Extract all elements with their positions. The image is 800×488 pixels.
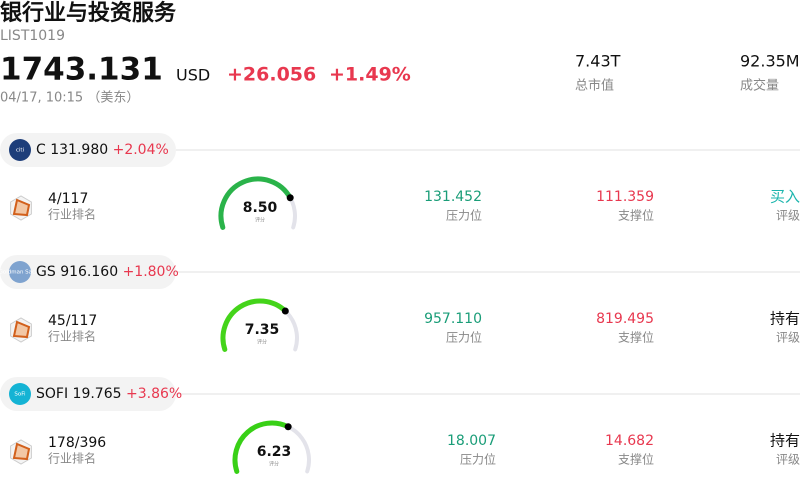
resistance-label: 压力位 <box>446 330 482 345</box>
volume-label: 成交量 <box>740 78 779 94</box>
rank-icon <box>12 320 31 339</box>
pill <box>0 377 176 411</box>
rank: 45/117 <box>48 313 97 329</box>
currency: USD <box>176 66 210 85</box>
rank-icon <box>12 198 31 217</box>
support: 819.495 <box>596 311 654 327</box>
score: 6.23 <box>257 444 292 460</box>
score-label: 评分 <box>269 461 279 468</box>
ticker-change: +1.80% <box>123 264 179 280</box>
ticker-symbol: SOFI <box>36 386 68 402</box>
ticker-change: +3.86% <box>126 386 182 402</box>
pill <box>0 133 176 167</box>
logo <box>9 383 31 405</box>
support-label: 支撑位 <box>618 452 654 467</box>
rating: 持有 <box>770 310 800 328</box>
score-label: 评分 <box>257 339 267 346</box>
rank-label: 行业排名 <box>48 451 96 466</box>
logo <box>9 139 31 161</box>
change: +26.056 <box>227 64 316 86</box>
resistance-label: 压力位 <box>446 208 482 223</box>
gauge-arc <box>232 420 291 474</box>
ticker-change: +2.04% <box>113 142 169 158</box>
gauge-arc <box>218 176 293 230</box>
logo-text: Goldman Sachs <box>0 270 42 276</box>
support: 111.359 <box>596 189 654 205</box>
logo-text: SoFi <box>14 392 26 398</box>
rating-label: 评级 <box>776 209 800 223</box>
support-label: 支撑位 <box>618 208 654 223</box>
ticker-price: 131.980 <box>50 142 108 158</box>
gauge-arc <box>220 298 288 352</box>
ticker-symbol: C <box>36 142 46 158</box>
resistance-label: 压力位 <box>460 452 496 467</box>
gauge-dot <box>281 307 289 315</box>
resistance: 957.110 <box>424 311 482 327</box>
ticker: GS 916.160 +1.80% <box>36 264 179 280</box>
logo-text: citi <box>16 148 25 154</box>
resistance: 131.452 <box>424 189 482 205</box>
change-pct: +1.49% <box>329 64 411 86</box>
support-label: 支撑位 <box>618 330 654 345</box>
rating: 持有 <box>770 432 800 450</box>
rank-icon <box>12 442 31 461</box>
score: 8.50 <box>243 200 278 216</box>
gauge-dot <box>286 194 294 202</box>
ticker-price: 19.765 <box>73 386 122 402</box>
rating: 买入 <box>770 188 800 206</box>
score-label: 评分 <box>255 217 265 224</box>
code: LIST1019 <box>0 28 65 44</box>
rank: 4/117 <box>48 191 88 207</box>
ticker: SOFI 19.765 +3.86% <box>36 386 182 402</box>
support: 14.682 <box>605 433 654 449</box>
score: 7.35 <box>245 322 280 338</box>
rank-label: 行业排名 <box>48 207 96 222</box>
pill <box>0 255 176 289</box>
volume: 92.35M <box>740 52 800 71</box>
rank-label: 行业排名 <box>48 329 96 344</box>
market-cap-label: 总市值 <box>575 78 614 94</box>
gauge-dot <box>284 423 292 431</box>
time: 04/17, 10:15 （美东） <box>0 91 139 106</box>
ticker-symbol: GS <box>36 264 56 280</box>
rating-label: 评级 <box>776 453 800 467</box>
resistance: 18.007 <box>447 433 496 449</box>
market-cap: 7.43T <box>575 52 621 71</box>
rating-label: 评级 <box>776 331 800 345</box>
title: 银行业与投资服务 <box>0 0 177 26</box>
price: 1743.131 <box>0 52 163 88</box>
rank: 178/396 <box>48 435 106 451</box>
ticker-price: 916.160 <box>60 264 118 280</box>
ticker: C 131.980 +2.04% <box>36 142 169 158</box>
logo <box>9 261 31 283</box>
